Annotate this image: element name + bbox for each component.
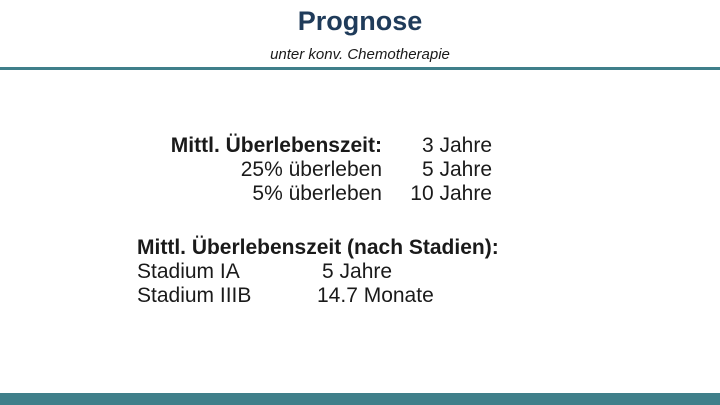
- survival-value: 3 Jahre: [421, 134, 492, 157]
- survival-label: 5% überleben: [252, 182, 382, 205]
- survival-block: Mittl. Überlebenszeit: 3 Jahre 25% überl…: [137, 134, 492, 206]
- survival-value: 5 Jahre: [421, 158, 492, 181]
- footer-bar: [0, 393, 720, 405]
- stage-label: Stadium IIIB: [137, 284, 252, 307]
- survival-label: 25% überleben: [240, 158, 382, 181]
- stage-row: Stadium IA 5 Jahre: [137, 260, 499, 284]
- survival-row: Mittl. Überlebenszeit: 3 Jahre: [137, 134, 492, 158]
- stage-value: 5 Jahre: [322, 260, 393, 283]
- survival-label: Mittl. Überlebenszeit:: [170, 134, 382, 157]
- survival-row: 25% überleben 5 Jahre: [137, 158, 492, 182]
- stage-row: Stadium IIIB 14.7 Monate: [137, 284, 499, 308]
- survival-row: 5% überleben 10 Jahre: [137, 182, 492, 206]
- slide-subtitle: unter konv. Chemotherapie: [270, 46, 450, 63]
- stages-heading: Mittl. Überlebenszeit (nach Stadien):: [137, 236, 499, 259]
- stages-block: Mittl. Überlebenszeit (nach Stadien): St…: [137, 236, 499, 308]
- survival-value: 10 Jahre: [410, 182, 492, 205]
- title-divider: [0, 67, 720, 70]
- stage-label: Stadium IA: [137, 260, 240, 283]
- slide-title: Prognose: [297, 6, 423, 36]
- stages-heading-row: Mittl. Überlebenszeit (nach Stadien):: [137, 236, 499, 260]
- stage-value: 14.7 Monate: [317, 284, 434, 307]
